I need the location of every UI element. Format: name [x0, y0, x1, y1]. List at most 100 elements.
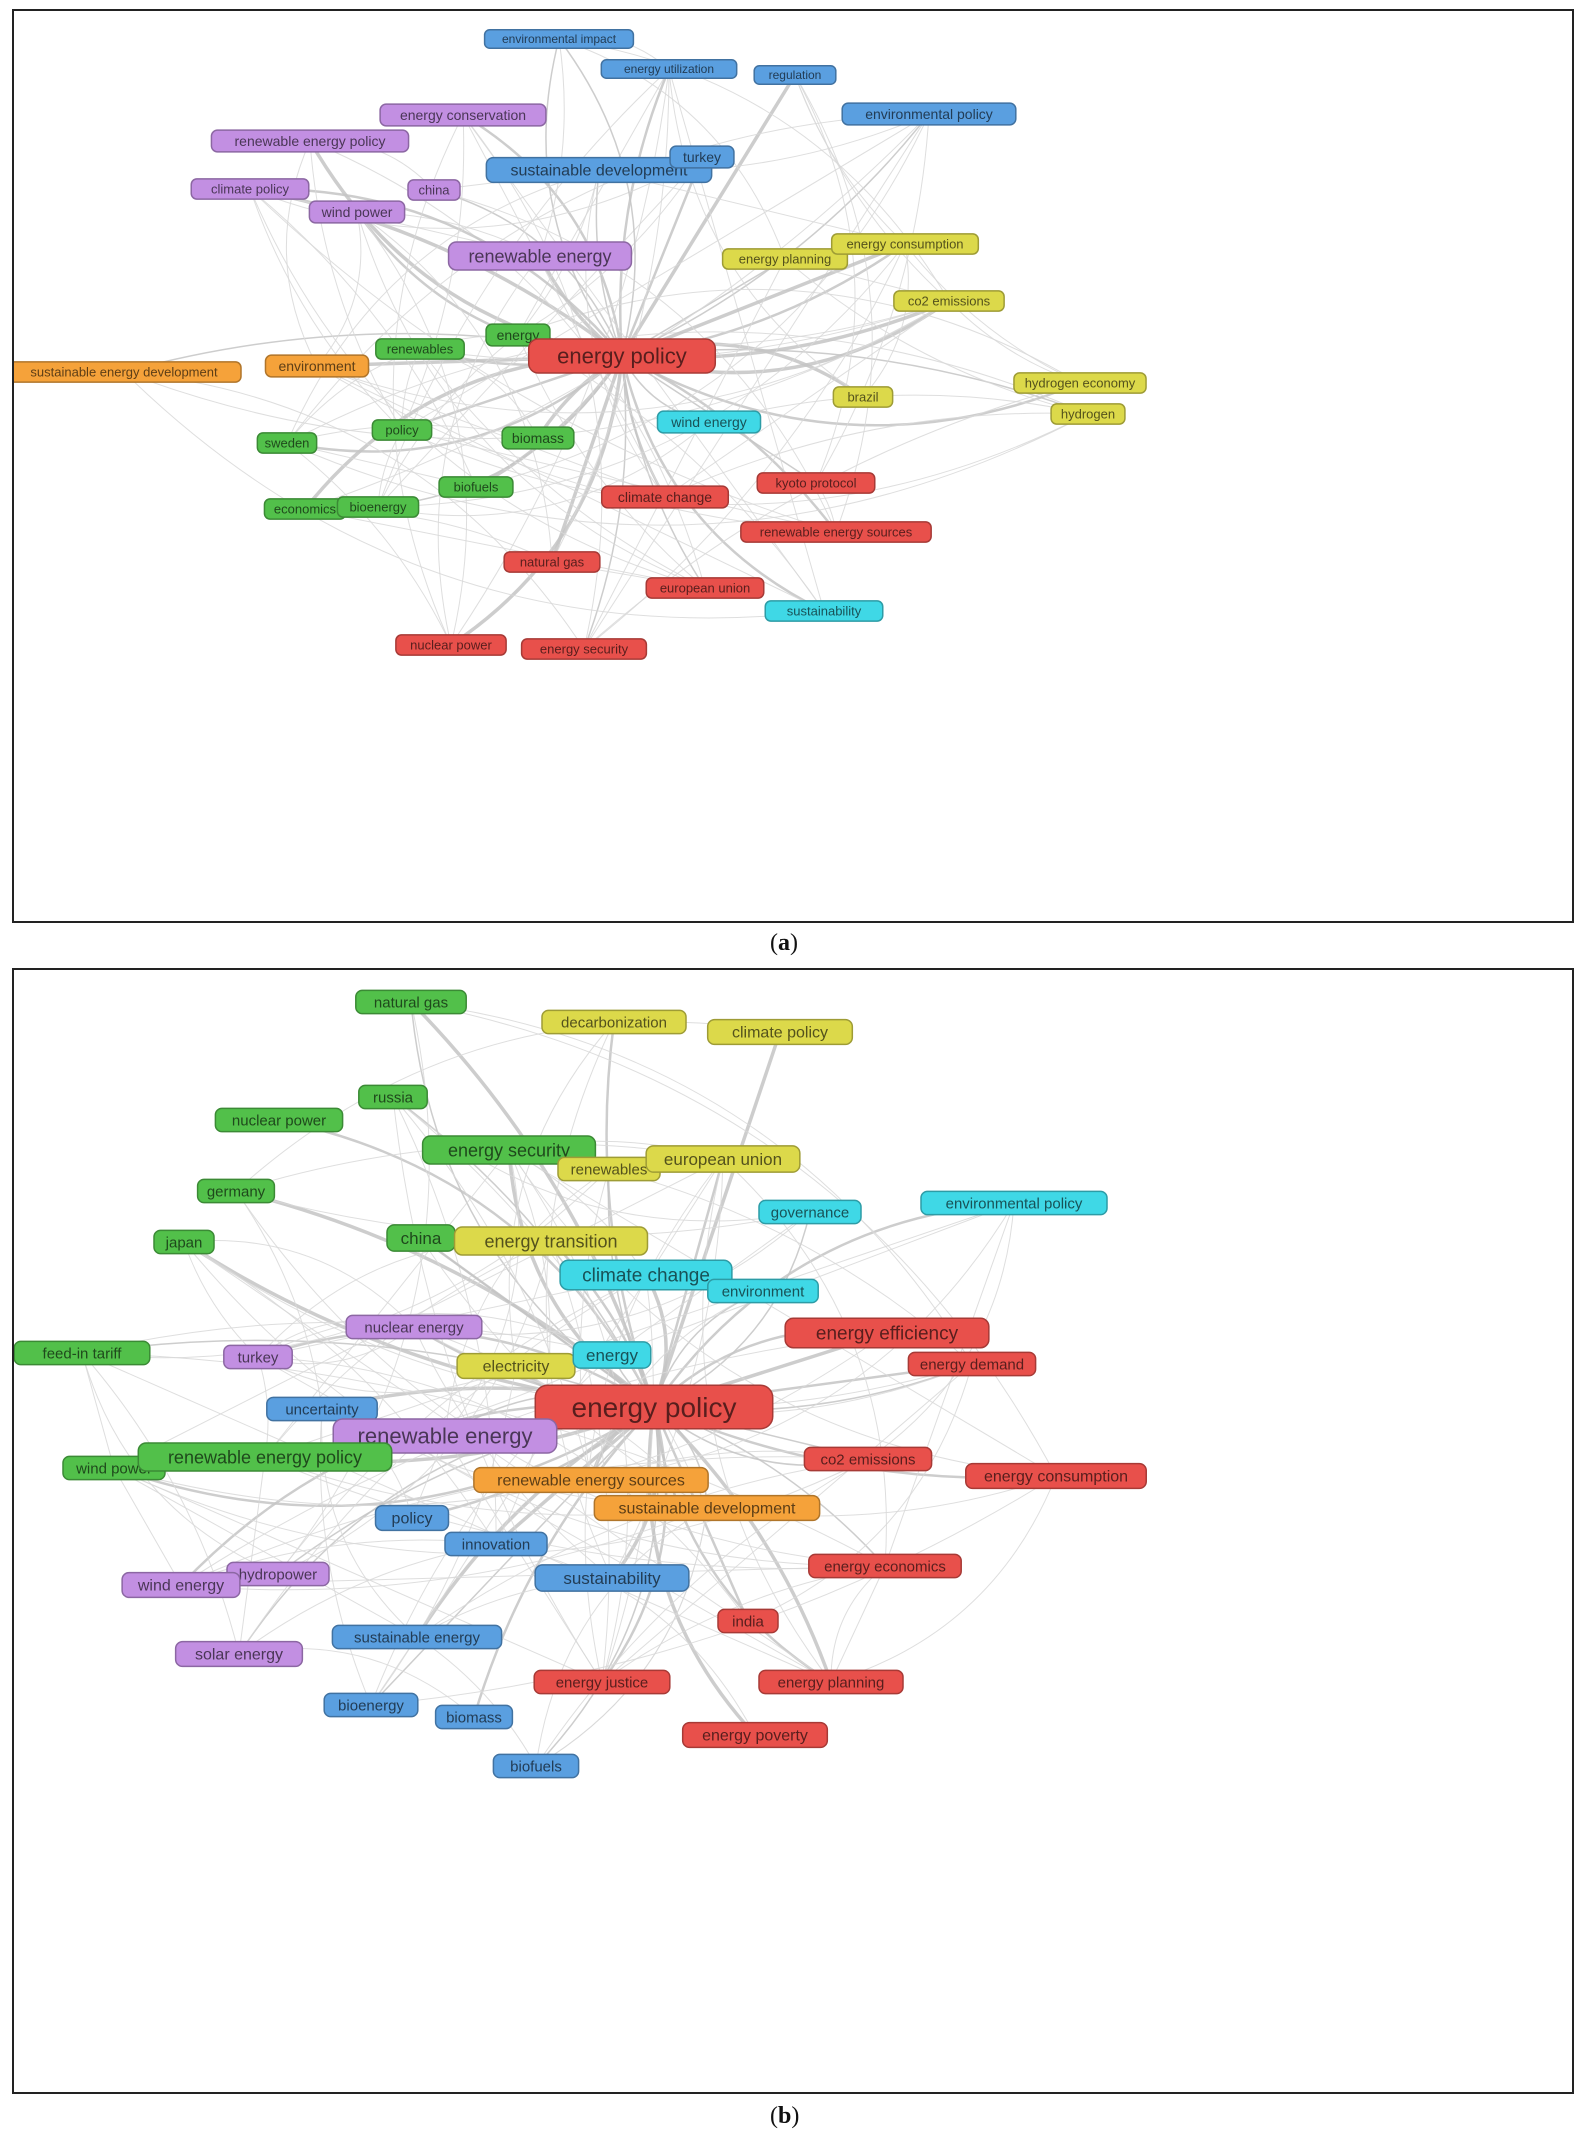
- node-policy[interactable]: policy: [374, 1504, 450, 1532]
- node-nuclear-power[interactable]: nuclear power: [214, 1107, 344, 1133]
- node-innovation[interactable]: innovation: [444, 1531, 548, 1557]
- node-environment[interactable]: environment: [707, 1278, 819, 1304]
- node-energy-economics[interactable]: energy economics: [808, 1553, 962, 1579]
- node-brazil[interactable]: brazil: [832, 386, 894, 408]
- node-policy[interactable]: policy: [371, 419, 433, 441]
- node-environment[interactable]: environment: [264, 354, 370, 378]
- node-decarbonization[interactable]: decarbonization: [541, 1009, 687, 1035]
- node-china[interactable]: china: [407, 179, 461, 201]
- node-hydrogen-economy[interactable]: hydrogen economy: [1013, 372, 1147, 394]
- node-economics[interactable]: economics: [263, 498, 347, 520]
- node-renewables[interactable]: renewables: [375, 338, 465, 360]
- node-nuclear-energy[interactable]: nuclear energy: [345, 1314, 483, 1340]
- node-label-box: [965, 1462, 1147, 1490]
- node-energy-efficiency[interactable]: energy efficiency: [784, 1317, 990, 1349]
- node-energy[interactable]: energy: [572, 1341, 652, 1369]
- node-environmental-impact[interactable]: environmental impact: [483, 28, 635, 50]
- node-renewable-energy[interactable]: renewable energy: [447, 241, 633, 271]
- node-renewable-energy-policy[interactable]: renewable energy policy: [210, 129, 410, 153]
- node-co2-emissions[interactable]: co2 emissions: [893, 290, 1005, 312]
- node-energy-policy[interactable]: energy policy: [527, 338, 717, 374]
- node-environmental-policy[interactable]: environmental policy: [920, 1190, 1108, 1216]
- network-edge: [286, 169, 600, 444]
- node-renewable-energy-sources[interactable]: renewable energy sources: [473, 1466, 709, 1494]
- node-energy-conservation[interactable]: energy conservation: [379, 103, 547, 127]
- node-russia[interactable]: russia: [358, 1084, 428, 1110]
- node-biomass[interactable]: biomass: [501, 426, 575, 450]
- node-climate-policy[interactable]: climate policy: [190, 178, 310, 200]
- node-co2-emissions[interactable]: co2 emissions: [803, 1446, 933, 1472]
- node-bioenergy[interactable]: bioenergy: [336, 496, 420, 518]
- node-energy-transition[interactable]: energy transition: [453, 1226, 649, 1256]
- node-energy-utilization[interactable]: energy utilization: [600, 58, 738, 80]
- node-label-box: [375, 338, 465, 360]
- node-hydrogen[interactable]: hydrogen: [1050, 403, 1126, 425]
- network-edge: [583, 113, 930, 650]
- node-natural-gas[interactable]: natural gas: [355, 989, 467, 1015]
- network-edge: [356, 211, 468, 646]
- node-european-union[interactable]: european union: [645, 1145, 801, 1173]
- node-kyoto-protocol[interactable]: kyoto protocol: [756, 472, 876, 494]
- node-label-text: bioenergy: [338, 1697, 404, 1714]
- node-sustainability[interactable]: sustainability: [534, 1564, 690, 1592]
- node-environmental-policy[interactable]: environmental policy: [841, 102, 1017, 126]
- node-india[interactable]: india: [717, 1608, 779, 1634]
- node-european-union[interactable]: european union: [645, 577, 765, 599]
- node-energy-planning[interactable]: energy planning: [758, 1669, 904, 1695]
- node-energy-planning[interactable]: energy planning: [721, 248, 849, 270]
- node-energy-poverty[interactable]: energy poverty: [681, 1721, 829, 1749]
- network-edge: [579, 1168, 610, 1481]
- network-edge: [113, 1467, 603, 1683]
- node-solar-energy[interactable]: solar energy: [174, 1640, 304, 1668]
- node-sustainable-energy-development[interactable]: sustainable energy development: [14, 361, 242, 383]
- node-natural-gas[interactable]: natural gas: [503, 551, 601, 573]
- node-energy-consumption[interactable]: energy consumption: [965, 1462, 1147, 1490]
- node-hydropower[interactable]: hydropower: [226, 1561, 330, 1587]
- node-climate-change[interactable]: climate change: [559, 1259, 733, 1291]
- node-wind-energy[interactable]: wind energy: [656, 410, 762, 434]
- node-energy-security[interactable]: energy security: [520, 638, 648, 660]
- node-sweden[interactable]: sweden: [256, 432, 318, 454]
- node-energy-justice[interactable]: energy justice: [533, 1669, 671, 1695]
- node-energy-policy[interactable]: energy policy: [534, 1384, 774, 1430]
- node-energy-security[interactable]: energy security: [421, 1135, 597, 1165]
- node-japan[interactable]: japan: [153, 1229, 215, 1255]
- node-label-text: governance: [771, 1204, 849, 1221]
- node-renewable-energy-policy[interactable]: renewable energy policy: [137, 1442, 393, 1472]
- node-renewables[interactable]: renewables: [557, 1156, 661, 1182]
- node-electricity[interactable]: electricity: [456, 1352, 576, 1380]
- network-edge: [235, 1190, 886, 1567]
- node-climate-policy[interactable]: climate policy: [706, 1018, 854, 1046]
- node-sustainable-development[interactable]: sustainable development: [485, 156, 713, 184]
- node-nuclear-power[interactable]: nuclear power: [395, 634, 507, 656]
- node-governance[interactable]: governance: [758, 1199, 862, 1225]
- node-label-box: [920, 1190, 1108, 1216]
- node-energy-consumption[interactable]: energy consumption: [830, 233, 980, 255]
- node-germany[interactable]: germany: [196, 1178, 276, 1204]
- node-label-box: [308, 200, 406, 224]
- node-biofuels[interactable]: biofuels: [492, 1753, 580, 1779]
- node-energy[interactable]: energy: [485, 323, 551, 347]
- node-china[interactable]: china: [386, 1224, 456, 1252]
- node-renewable-energy-sources[interactable]: renewable energy sources: [740, 521, 932, 543]
- node-feed-in-tariff[interactable]: feed-in tariff: [14, 1340, 151, 1366]
- node-bioenergy[interactable]: bioenergy: [323, 1692, 419, 1718]
- node-energy-demand[interactable]: energy demand: [907, 1351, 1037, 1377]
- node-sustainable-energy[interactable]: sustainable energy: [331, 1624, 503, 1650]
- node-climate-change[interactable]: climate change: [600, 485, 730, 509]
- node-regulation[interactable]: regulation: [753, 64, 837, 86]
- node-label-box: [756, 472, 876, 494]
- node-turkey[interactable]: turkey: [669, 145, 735, 169]
- node-uncertainty[interactable]: uncertainty: [266, 1396, 378, 1422]
- node-biomass[interactable]: biomass: [434, 1704, 514, 1730]
- node-wind-energy[interactable]: wind energy: [121, 1571, 241, 1599]
- node-sustainability[interactable]: sustainability: [764, 600, 884, 622]
- node-biofuels[interactable]: biofuels: [438, 476, 514, 498]
- network-edge: [286, 413, 1089, 526]
- node-label-box: [1013, 372, 1147, 394]
- node-wind-power[interactable]: wind power: [308, 200, 406, 224]
- node-turkey[interactable]: turkey: [223, 1344, 293, 1370]
- node-sustainable-development[interactable]: sustainable development: [593, 1494, 821, 1522]
- node-label-text: bioenergy: [349, 500, 407, 515]
- network-edge: [535, 1507, 708, 1767]
